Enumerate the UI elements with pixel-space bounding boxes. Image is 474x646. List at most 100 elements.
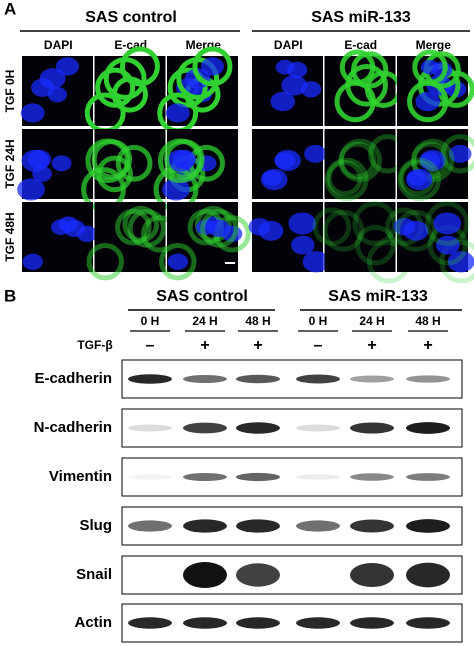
- group-title: SAS miR-133: [328, 288, 428, 305]
- band: [236, 374, 280, 384]
- nucleus: [20, 103, 45, 123]
- nucleus: [167, 253, 188, 270]
- cell-membrane: [119, 46, 160, 87]
- timepoint: 24 H: [192, 314, 217, 328]
- band: [296, 424, 340, 432]
- band: [128, 424, 172, 432]
- band: [236, 422, 280, 434]
- blot-frame: [121, 506, 463, 546]
- cell-membrane: [115, 144, 153, 182]
- nucleus: [436, 235, 460, 255]
- treatment-sign: +: [423, 337, 432, 354]
- nucleus: [55, 57, 79, 76]
- cell-membrane: [322, 209, 365, 252]
- nucleus: [419, 152, 441, 169]
- cell-membrane: [351, 51, 389, 89]
- cell-membrane: [312, 207, 352, 247]
- cell-membrane: [338, 138, 382, 183]
- nucleus: [302, 251, 330, 273]
- nucleus: [22, 253, 43, 270]
- cell-membrane: [394, 209, 437, 252]
- channel-label: E-cad: [344, 38, 377, 52]
- band: [296, 474, 340, 480]
- cell-membrane: [440, 134, 474, 174]
- band: [406, 473, 450, 481]
- cell-membrane: [159, 243, 197, 281]
- nucleus: [403, 220, 429, 241]
- cell-membrane: [338, 141, 377, 180]
- band: [236, 472, 280, 482]
- cell-membrane: [355, 224, 396, 266]
- cell-membrane: [200, 209, 239, 248]
- cell-membrane: [164, 139, 205, 180]
- nucleus: [274, 152, 296, 169]
- group-title: SAS control: [85, 9, 177, 26]
- channel-label: Merge: [416, 38, 452, 52]
- timepoint: 0 H: [309, 314, 328, 328]
- protein-label: N-cadherin: [34, 419, 112, 436]
- nucleus: [288, 212, 317, 235]
- nucleus: [291, 235, 315, 255]
- nucleus: [208, 219, 231, 237]
- cell-membrane: [407, 80, 449, 123]
- protein-label: Slug: [80, 517, 113, 534]
- band: [406, 562, 450, 588]
- band: [406, 519, 450, 533]
- cell-membrane: [324, 157, 369, 202]
- band: [128, 374, 172, 384]
- treatment-sign: +: [253, 337, 262, 354]
- timepoint: 0 H: [141, 314, 160, 328]
- band: [350, 375, 394, 383]
- group-title: SAS control: [156, 288, 248, 305]
- nucleus: [17, 178, 45, 201]
- nucleus: [415, 91, 440, 112]
- cell-membrane: [95, 67, 136, 108]
- nucleus: [420, 59, 440, 75]
- band: [236, 519, 280, 533]
- panel-label: A: [4, 0, 16, 18]
- nucleus: [304, 144, 327, 163]
- panel-label: B: [4, 286, 16, 305]
- band: [406, 422, 450, 434]
- band: [350, 617, 394, 629]
- nucleus: [281, 75, 307, 96]
- cell-membrane: [439, 239, 474, 284]
- micrograph: [324, 129, 396, 199]
- nucleus: [260, 168, 288, 191]
- protein-label: Snail: [76, 566, 112, 583]
- nucleus: [200, 57, 224, 76]
- channel-label: DAPI: [44, 38, 73, 52]
- band: [296, 617, 340, 629]
- cell-membrane: [115, 208, 152, 246]
- cell-membrane: [334, 80, 376, 123]
- band: [350, 422, 394, 434]
- band: [128, 474, 172, 480]
- band: [296, 374, 340, 384]
- band: [296, 520, 340, 532]
- blot-frame: [121, 359, 463, 399]
- cell-membrane: [411, 138, 455, 183]
- cell-membrane: [424, 201, 470, 246]
- cell-membrane: [86, 243, 124, 281]
- band: [183, 519, 227, 533]
- cell-membrane: [192, 46, 233, 87]
- nucleus: [447, 251, 474, 273]
- treatment-sign: –: [314, 337, 323, 354]
- nucleus: [433, 212, 462, 235]
- timepoint: 48 H: [245, 314, 270, 328]
- cell-membrane: [397, 157, 442, 202]
- cell-membrane: [91, 139, 133, 180]
- nucleus: [270, 91, 295, 112]
- band: [350, 519, 394, 533]
- treatment-sign: +: [367, 337, 376, 354]
- cell-membrane: [399, 159, 436, 197]
- channel-label: DAPI: [274, 38, 303, 52]
- nucleus: [39, 68, 66, 89]
- nucleus: [63, 219, 86, 237]
- row-label: TGF 0H: [3, 70, 17, 113]
- band: [183, 562, 227, 588]
- nucleus: [258, 220, 284, 241]
- nucleus: [165, 103, 190, 123]
- band: [350, 562, 394, 588]
- band: [406, 375, 450, 383]
